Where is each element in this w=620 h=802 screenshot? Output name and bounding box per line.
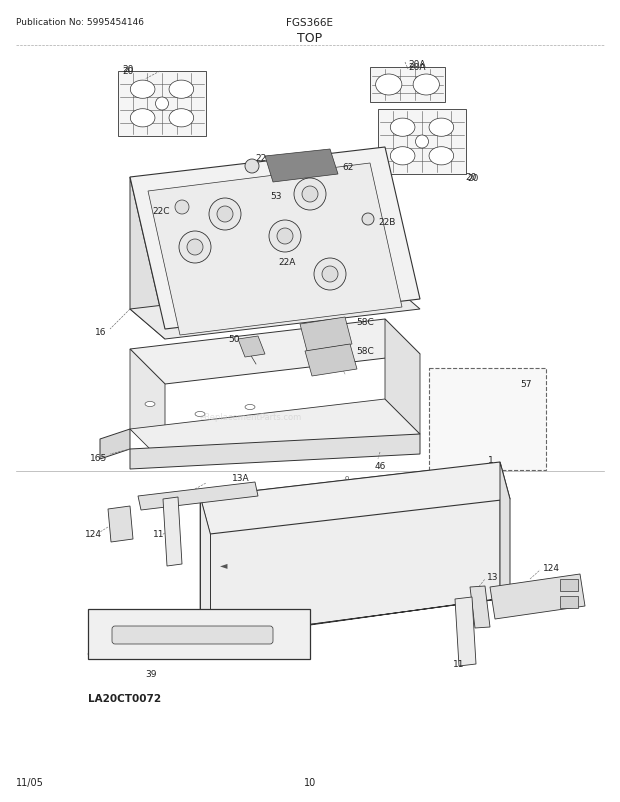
Text: 10: 10 (304, 777, 316, 787)
Circle shape (314, 259, 346, 290)
Bar (473, 395, 483, 415)
Text: o: o (345, 475, 349, 480)
Polygon shape (470, 586, 490, 628)
Text: Publication No: 5995454146: Publication No: 5995454146 (16, 18, 144, 27)
Polygon shape (130, 148, 420, 330)
Text: 16: 16 (95, 327, 107, 337)
Text: 58C: 58C (356, 318, 374, 326)
Text: 58C: 58C (356, 346, 374, 355)
Text: 20: 20 (467, 174, 479, 183)
Circle shape (302, 187, 318, 203)
Polygon shape (378, 110, 466, 175)
Text: 124: 124 (543, 563, 560, 573)
Ellipse shape (145, 402, 155, 407)
Circle shape (209, 199, 241, 231)
Polygon shape (300, 318, 352, 351)
Text: 20: 20 (122, 67, 133, 76)
Text: 11/05: 11/05 (16, 777, 44, 787)
Polygon shape (130, 320, 420, 384)
Text: 22B: 22B (378, 217, 396, 227)
Circle shape (175, 200, 189, 215)
Polygon shape (200, 463, 510, 534)
Polygon shape (265, 150, 338, 183)
Ellipse shape (429, 148, 454, 166)
Circle shape (217, 207, 233, 223)
Polygon shape (200, 463, 500, 639)
Ellipse shape (195, 412, 205, 417)
Text: 46: 46 (375, 461, 386, 471)
Text: 11: 11 (153, 529, 164, 538)
Polygon shape (88, 610, 310, 659)
Polygon shape (200, 597, 510, 639)
Bar (453, 395, 463, 415)
Polygon shape (455, 597, 476, 666)
Bar (560, 579, 578, 591)
Text: 124: 124 (85, 529, 102, 538)
Ellipse shape (391, 148, 415, 166)
Text: 165: 165 (90, 453, 107, 463)
Text: 22: 22 (255, 154, 266, 163)
Text: 11: 11 (453, 659, 464, 668)
Circle shape (415, 136, 428, 149)
Text: TOP: TOP (298, 32, 322, 45)
Polygon shape (305, 345, 357, 376)
Circle shape (269, 221, 301, 253)
Text: 50: 50 (228, 334, 239, 343)
Bar (560, 596, 578, 608)
Text: FGS366E: FGS366E (286, 18, 334, 28)
Polygon shape (148, 164, 402, 335)
Polygon shape (100, 429, 130, 460)
Ellipse shape (245, 405, 255, 410)
Ellipse shape (413, 75, 440, 96)
Polygon shape (163, 497, 182, 566)
Ellipse shape (376, 75, 402, 96)
Text: 20: 20 (122, 65, 133, 74)
Polygon shape (385, 320, 420, 435)
Polygon shape (130, 178, 165, 339)
Ellipse shape (429, 119, 454, 137)
Circle shape (322, 267, 338, 282)
Text: 22C: 22C (152, 207, 169, 216)
Text: 62: 62 (342, 163, 353, 172)
Text: eReplacementParts.com: eReplacementParts.com (200, 412, 303, 422)
Text: 20A: 20A (408, 63, 425, 72)
Ellipse shape (130, 81, 155, 99)
FancyBboxPatch shape (429, 369, 546, 471)
Circle shape (179, 232, 211, 264)
Polygon shape (130, 435, 420, 469)
Circle shape (156, 98, 169, 111)
Circle shape (362, 214, 374, 225)
Polygon shape (108, 506, 133, 542)
Polygon shape (490, 574, 585, 619)
Polygon shape (370, 68, 445, 103)
Circle shape (187, 240, 203, 256)
Polygon shape (138, 482, 258, 510)
Circle shape (294, 179, 326, 211)
Text: ◄: ◄ (220, 559, 228, 569)
Text: 13: 13 (487, 573, 498, 581)
Polygon shape (238, 337, 265, 358)
Text: 57: 57 (520, 379, 531, 388)
Text: 1: 1 (488, 456, 494, 464)
Text: 22A: 22A (278, 257, 295, 267)
Polygon shape (500, 463, 510, 599)
Polygon shape (118, 72, 206, 137)
Polygon shape (130, 280, 420, 339)
Text: LA20CT0072: LA20CT0072 (88, 693, 161, 703)
Ellipse shape (130, 110, 155, 128)
Ellipse shape (391, 119, 415, 137)
Text: 20: 20 (465, 172, 476, 182)
Polygon shape (130, 350, 165, 460)
Circle shape (277, 229, 293, 245)
Text: 13A: 13A (232, 473, 250, 482)
Ellipse shape (169, 81, 193, 99)
Text: 20A: 20A (408, 60, 425, 69)
Text: 39: 39 (145, 669, 156, 678)
Polygon shape (200, 497, 210, 639)
Circle shape (245, 160, 259, 174)
FancyBboxPatch shape (112, 626, 273, 644)
Text: 53: 53 (270, 192, 281, 200)
Ellipse shape (169, 110, 193, 128)
Polygon shape (130, 399, 420, 464)
